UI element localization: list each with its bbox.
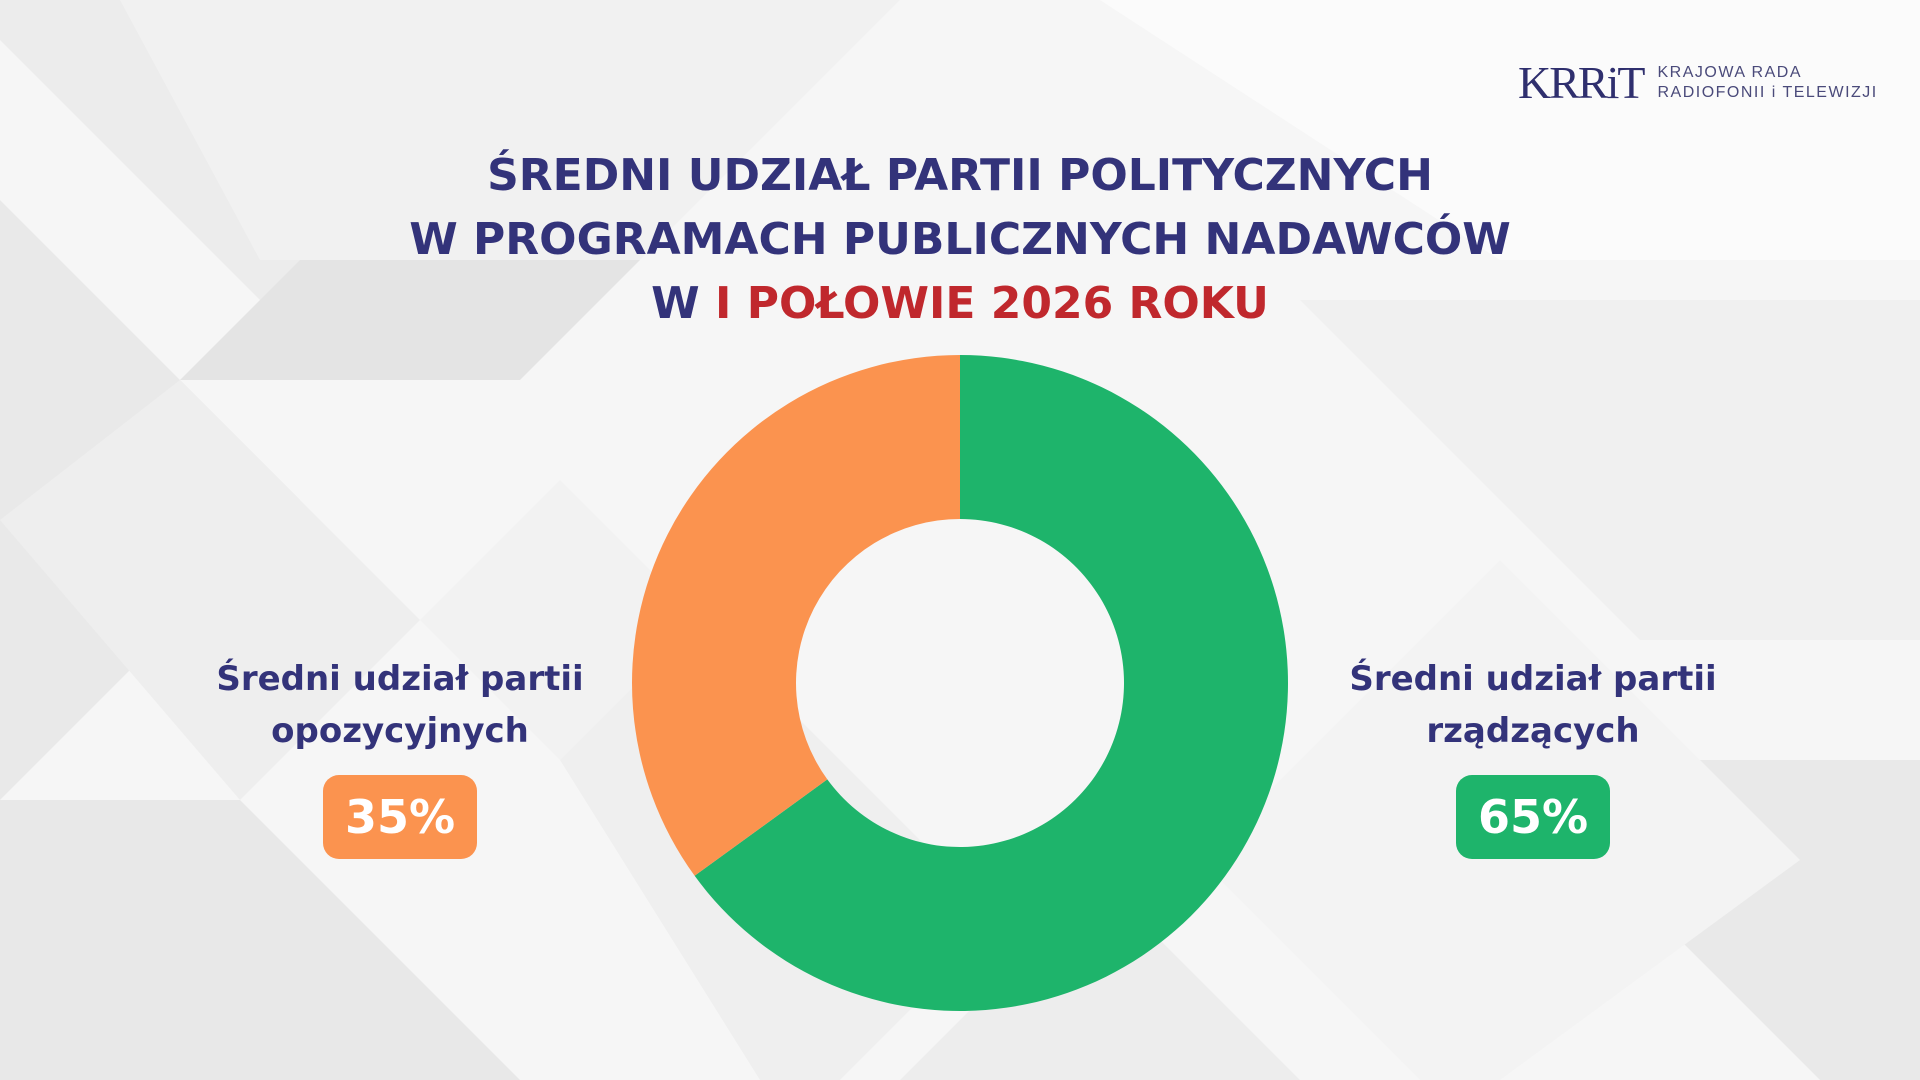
ruling-label-line1: Średni udział partii [1349, 659, 1717, 699]
chart-title: ŚREDNI UDZIAŁ PARTII POLITYCZNYCH W PROG… [0, 144, 1920, 336]
opposition-label: Średni udział partii opozycyjnych 35% [214, 653, 586, 859]
title-line2: W PROGRAMACH PUBLICZNYCH NADAWCÓW [409, 214, 1511, 265]
opposition-label-line2: opozycyjnych [271, 711, 529, 751]
donut-chart [632, 355, 1288, 1011]
ruling-label: Średni udział partii rządzących 65% [1333, 653, 1733, 859]
opposition-value-badge: 35% [322, 775, 478, 859]
krrit-logo: KRRiT KRAJOWA RADA RADIOFONII i TELEWIZJ… [1518, 60, 1878, 106]
logo-text-line2: RADIOFONII i TELEWIZJI [1657, 84, 1878, 101]
logo-text: KRAJOWA RADA RADIOFONII i TELEWIZJI [1657, 63, 1877, 103]
title-line1: ŚREDNI UDZIAŁ PARTII POLITYCZNYCH [487, 150, 1433, 201]
ruling-value-badge: 65% [1455, 775, 1611, 859]
title-line3: W I POŁOWIE 2026 ROKU [0, 272, 1920, 336]
ruling-label-line2: rządzących [1426, 711, 1640, 751]
title-line3-accent: I POŁOWIE 2026 ROKU [715, 278, 1269, 329]
opposition-label-line1: Średni udział partii [216, 659, 584, 699]
logo-mark: KRRiT [1518, 57, 1645, 108]
donut-slice-ruling [694, 355, 1288, 1011]
title-line3-prefix: W [651, 278, 700, 329]
donut-slice-opposition [632, 355, 960, 876]
logo-text-line1: KRAJOWA RADA [1657, 64, 1803, 81]
